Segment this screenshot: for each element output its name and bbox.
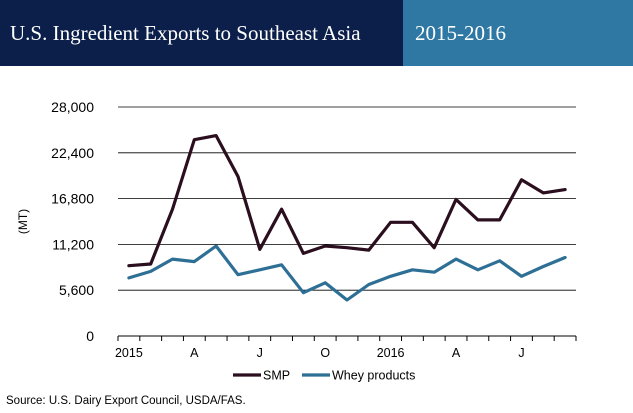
line-chart: 0 5,600 11,200 16,800 22,400 28,000 2015 A J O 201…	[16, 99, 577, 383]
x-tick-label: J	[518, 346, 524, 360]
y-tick-label: 0	[86, 328, 94, 344]
header: U.S. Ingredient Exports to Southeast Asi…	[0, 0, 633, 66]
x-tick-label: J	[257, 346, 263, 360]
y-tick-label: 22,400	[51, 145, 94, 161]
x-tick-label: A	[452, 346, 461, 360]
y-tick-label: 28,000	[51, 99, 94, 115]
legend-label: SMP	[263, 369, 290, 383]
legend-label: Whey products	[332, 369, 415, 383]
chart-title: U.S. Ingredient Exports to Southeast Asi…	[0, 0, 403, 66]
smp-line	[127, 133, 567, 268]
x-tick-label: 2016	[377, 346, 405, 360]
x-tick-label: O	[320, 346, 330, 360]
axes: 0 5,600 11,200 16,800 22,400 28,000 2015 A J O 201…	[16, 99, 577, 360]
gridlines	[118, 106, 576, 291]
y-axis-label: (MT)	[16, 209, 30, 234]
y-tick-label: 16,800	[51, 191, 94, 207]
x-tick-label: A	[190, 346, 199, 360]
y-tick-label: 5,600	[59, 282, 94, 298]
series-lines	[127, 133, 567, 302]
source-note: Source: U.S. Dairy Export Council, USDA/…	[6, 395, 246, 407]
period-label: 2015-2016	[403, 0, 633, 66]
whey-products-line	[127, 244, 567, 302]
legend: SMP Whey products	[233, 369, 415, 383]
x-tick-label: 2015	[115, 346, 143, 360]
y-tick-label: 11,200	[52, 236, 94, 252]
